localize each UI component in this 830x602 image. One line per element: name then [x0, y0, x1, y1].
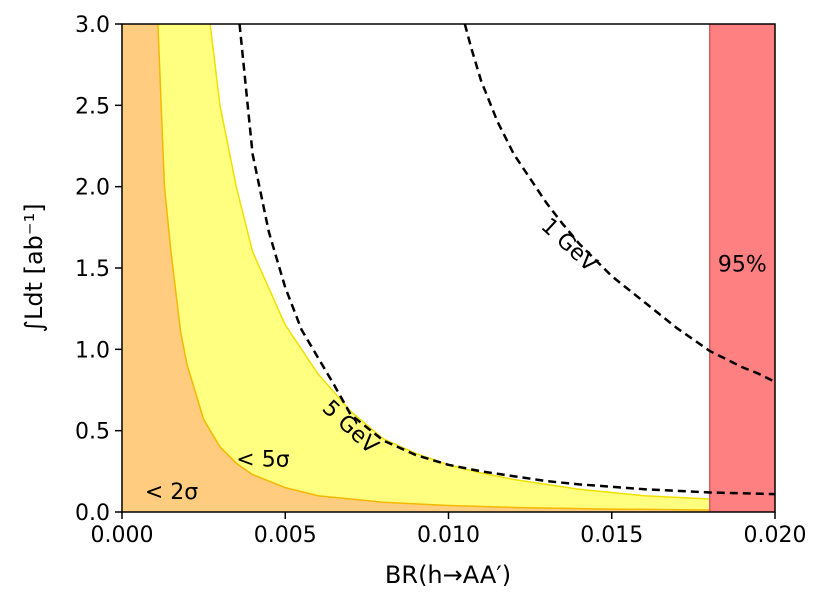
x-tick-label: 0.010 — [417, 523, 480, 548]
y-axis-title: ∫Ldt [ab⁻¹] — [20, 203, 48, 332]
x-axis-title: BR(h→AA′) — [385, 561, 511, 589]
y-axis: 0.0 0.5 1.0 1.5 2.0 2.5 3.0 — [75, 13, 122, 526]
excluded-region — [709, 24, 775, 512]
annotation-label: < 2σ — [145, 480, 198, 505]
band-edge-0 — [209, 24, 710, 500]
excluded-region-layer — [708, 24, 775, 512]
bands-layer — [122, 24, 775, 512]
x-tick-label: 0.000 — [91, 523, 154, 548]
series-line-1 — [463, 24, 775, 383]
y-tick-label: 3.0 — [75, 13, 110, 38]
annotation-label: 95% — [718, 252, 767, 277]
series-line-0 — [238, 24, 775, 496]
y-tick-label: 0.0 — [75, 501, 110, 526]
y-tick-label: 2.0 — [75, 176, 110, 201]
x-tick-label: 0.015 — [580, 523, 643, 548]
band-fill-1 — [122, 24, 775, 512]
y-tick-label: 1.5 — [75, 257, 110, 282]
band-edge-1 — [157, 24, 775, 512]
x-tick-label: 0.005 — [254, 523, 317, 548]
x-tick-label: 0.020 — [744, 523, 807, 548]
y-tick-label: 1.0 — [75, 338, 110, 363]
x-axis: 0.000 0.005 0.010 0.015 0.020 — [91, 512, 807, 548]
y-tick-label: 0.5 — [75, 420, 110, 445]
band-fill-0 — [122, 24, 710, 512]
annotation-label: < 5σ — [236, 447, 289, 472]
plot-area — [122, 24, 775, 512]
y-tick-label: 2.5 — [75, 94, 110, 119]
series-layer — [238, 24, 775, 496]
